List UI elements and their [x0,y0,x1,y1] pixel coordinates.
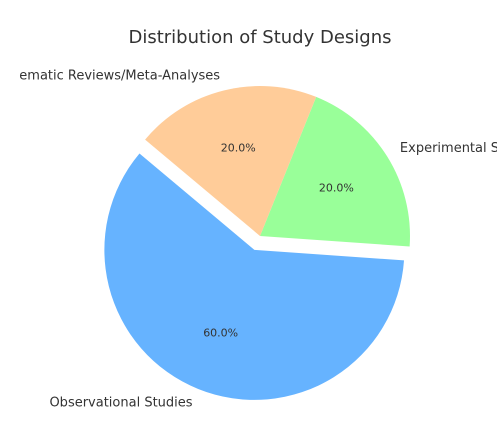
value-label: 20.0% [319,181,354,194]
pie-slice [145,86,317,237]
pie-slice [260,96,410,247]
slice-label: Observational Studies [49,395,192,410]
slice-label: ematic Reviews/Meta-Analyses [19,68,220,83]
pie-slice [104,153,405,400]
slice-label: Experimental S [400,141,497,156]
value-label: 60.0% [203,326,238,339]
chart-title: Distribution of Study Designs [128,27,391,48]
value-label: 20.0% [221,142,256,155]
